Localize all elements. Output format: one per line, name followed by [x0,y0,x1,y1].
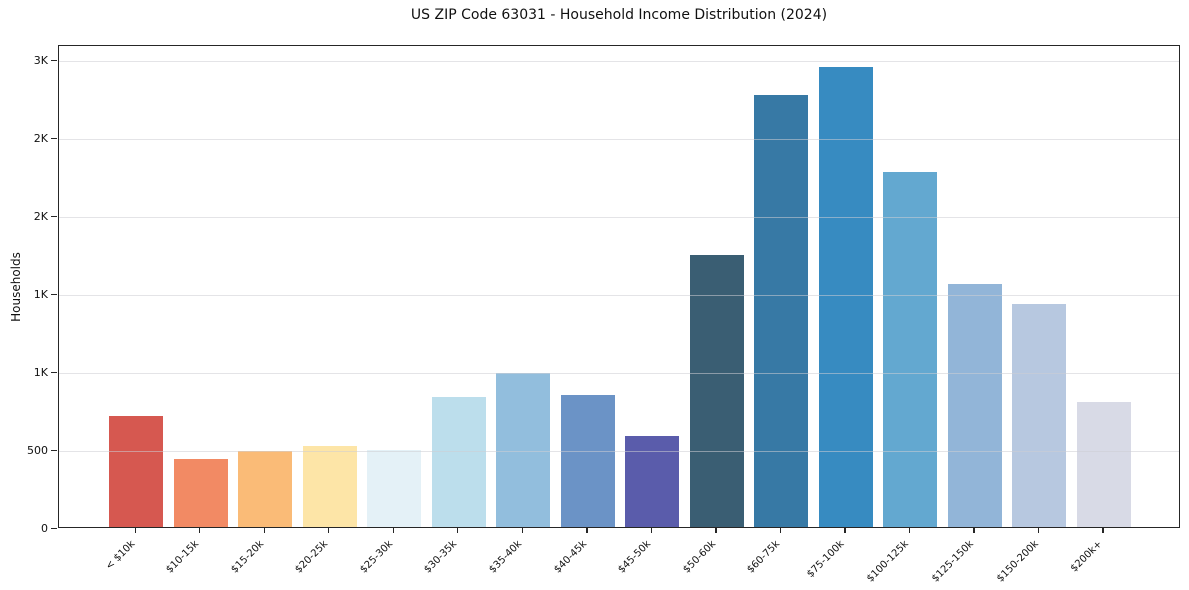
bar-$150-200k [1012,304,1067,527]
x-tick-label: $40-45k [551,538,589,576]
y-tick-mark [51,527,57,529]
x-tick-mark [263,528,265,533]
x-tick-label: $50-60k [680,538,718,576]
x-tick-mark [134,528,136,533]
bar-$30-35k [431,396,486,527]
bar-$125-150k [947,283,1002,527]
x-tick-label: $35-40k [487,538,525,576]
y-tick-label: 2K [33,209,48,223]
x-tick-label: $15-20k [229,538,266,576]
bar-$200k+ [1076,401,1131,527]
bar-$40-45k [560,395,615,527]
bar-$35-40k [496,372,551,527]
x-tick-mark [328,528,330,533]
bar-$15-20k [238,450,293,527]
gridline [59,61,1179,63]
bar-$100-125k [883,171,938,527]
bar-$50-60k [689,255,744,527]
bar-$45-50k [625,435,680,527]
gridline [59,294,1179,296]
x-tick-mark [1037,528,1040,533]
y-tick-label: 2K [33,131,48,145]
y-tick-label: 0 [41,521,48,535]
x-tick-label: $60-75k [745,538,783,576]
y-tick-label: 3K [33,54,48,68]
y-tick-mark [51,60,57,62]
y-tick-mark [51,293,57,296]
bar-$25-30k [367,449,422,527]
x-tick-label: $75-100k [805,538,847,581]
y-tick-mark [51,449,57,451]
x-tick-mark [457,528,459,533]
chart-title: US ZIP Code 63031 - Household Income Dis… [410,7,828,23]
plot-area [58,45,1180,528]
x-tick-label: $45-50k [616,538,654,576]
bar-< $10k [109,416,163,527]
x-tick-mark [779,528,782,533]
gridline [59,138,1179,140]
y-tick-mark [51,215,57,218]
x-tick-label: $125-150k [929,538,976,585]
x-tick-label: $20-25k [293,538,331,576]
x-tick-mark [521,528,523,533]
x-tick-label: $200k+ [1069,538,1105,575]
y-tick-label: 1K [33,365,48,379]
bar-$60-75k [754,95,809,527]
x-tick-mark [908,528,911,533]
y-tick-label: 1K [33,287,48,301]
x-tick-mark [1102,528,1104,533]
gridline [59,450,1179,452]
x-tick-label: $10-15k [164,538,202,576]
x-tick-label: $25-30k [358,538,396,576]
x-tick-label: $150-200k [994,538,1041,585]
gridline [59,216,1179,218]
bar-$10-15k [173,459,228,527]
x-tick-mark [715,528,717,533]
x-tick-mark [844,528,846,533]
x-tick-label: < $10k [103,538,137,573]
y-tick-label: 500 [27,443,48,457]
x-tick-mark [650,528,653,533]
x-tick-label: $30-35k [422,538,460,576]
y-tick-mark [51,371,57,373]
bar-$20-25k [302,445,357,527]
x-tick-mark [199,528,201,533]
y-tick-mark [51,137,57,140]
x-tick-mark [586,528,588,533]
bar-$75-100k [818,66,873,527]
x-tick-mark [973,528,975,533]
x-tick-mark [392,528,394,533]
gridline [59,372,1179,374]
x-tick-label: $100-125k [865,538,912,585]
